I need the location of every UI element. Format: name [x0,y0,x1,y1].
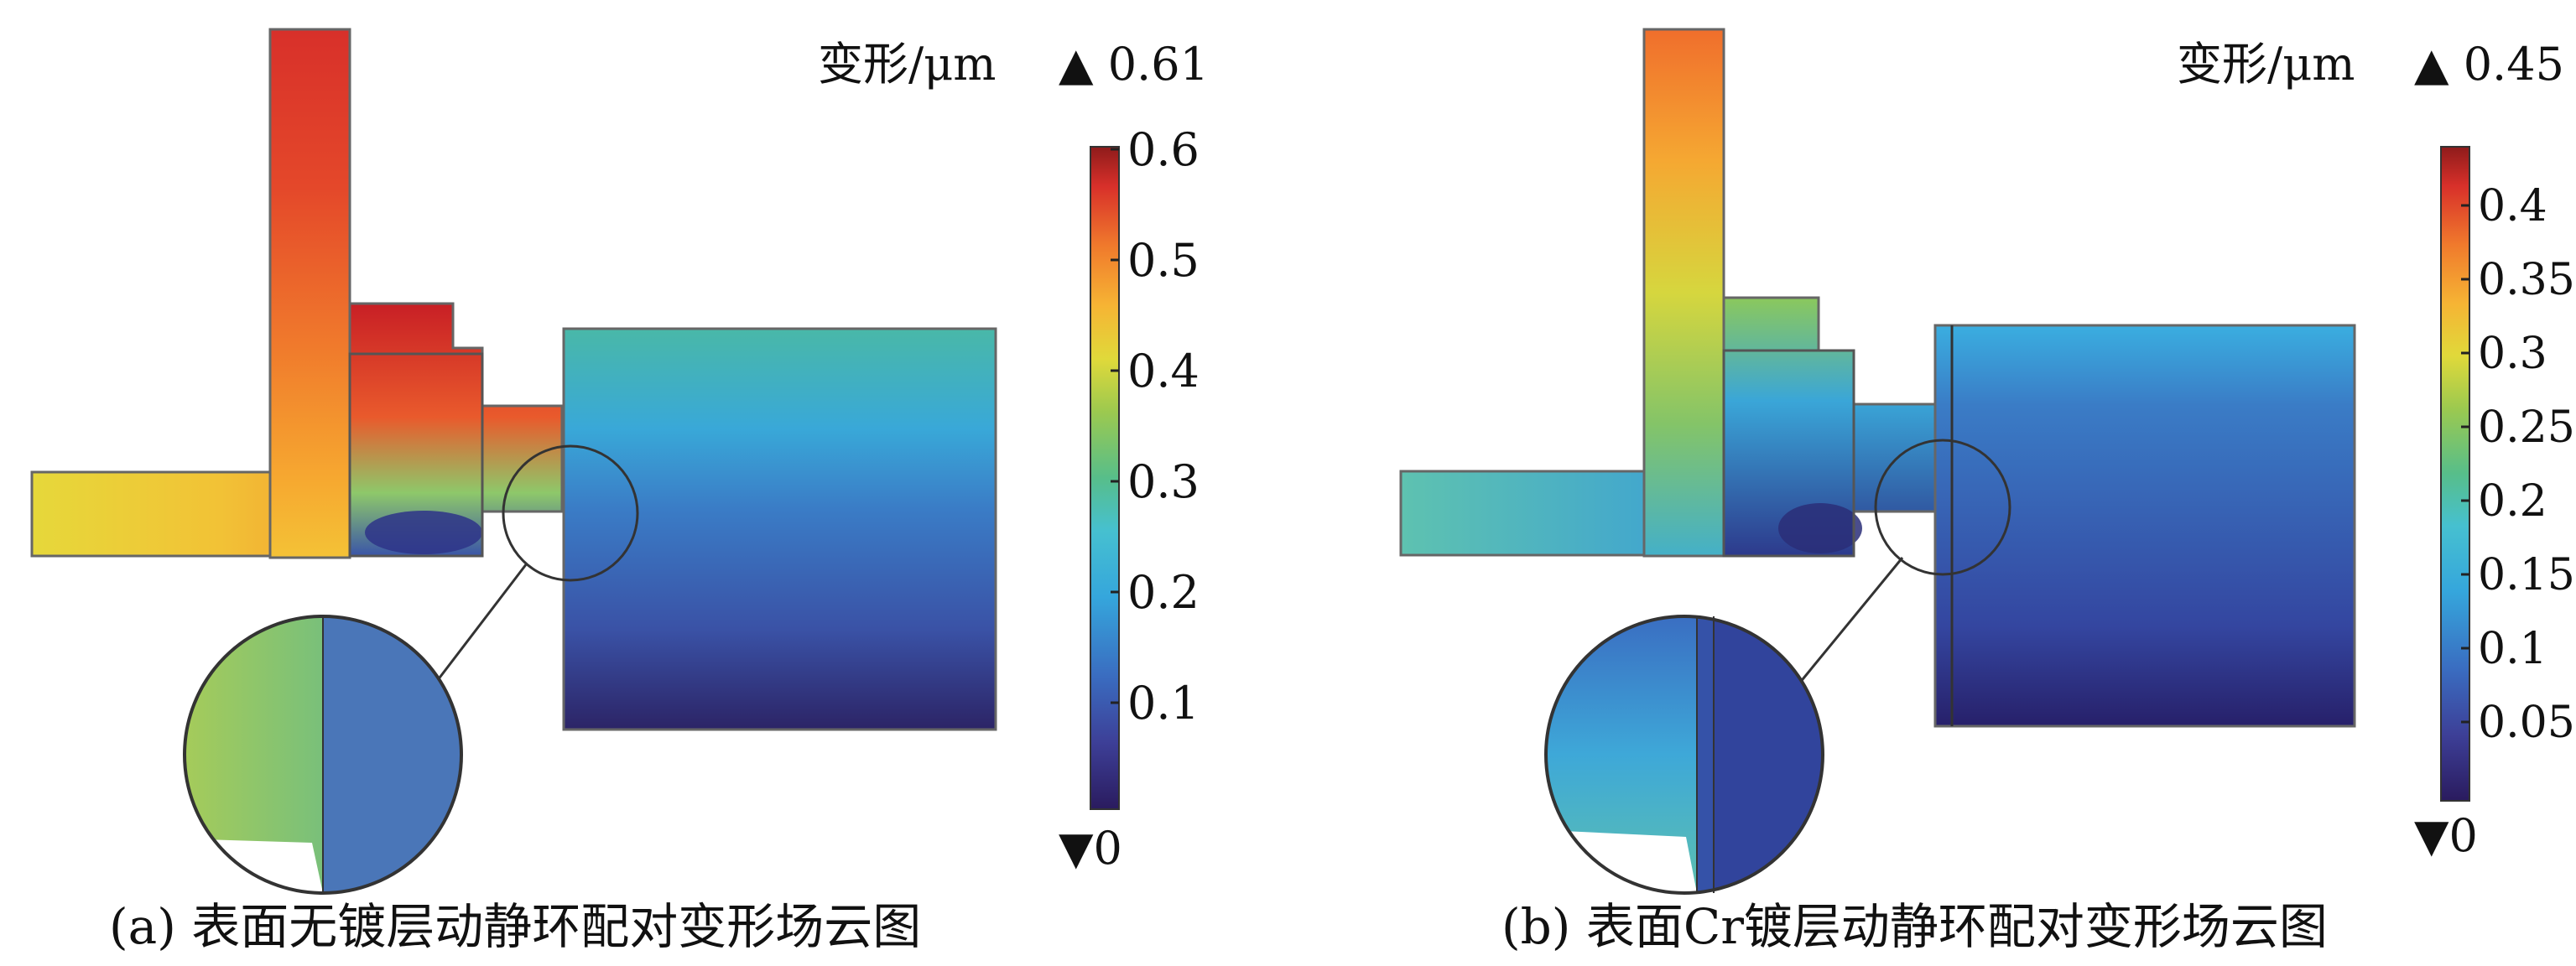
min-value-b: ▼0 [2414,809,2478,862]
unit-label-a: 变形/μm [818,38,997,91]
colorbar-tick-label: 0.1 [2478,624,2547,674]
rotating-ring-column [1642,28,1725,558]
colorbar-tick-label: 0.4 [2478,181,2547,231]
colorbar-b: 变形/μm ▲ 0.45 0.4 0.35 0.3 0.25 0.2 0.15 0.1 0.0… [2177,38,2575,862]
colorbar-tick-label: 0.2 [1127,566,1200,619]
rotating-ring-column [268,28,351,559]
caption-b: (b) 表面Cr镀层动静环配对变形场云图 [1501,898,2328,955]
panel-b: 变形/μm ▲ 0.45 0.4 0.35 0.3 0.25 0.2 0.15 0.1 0.0… [1399,28,2575,895]
colorbar-tick-label: 0.35 [2478,255,2575,305]
colorbar-a-bar [1090,146,1120,810]
colorbar-tick-label: 0.3 [1127,455,1200,508]
unit-label-b: 变形/μm [2177,38,2355,91]
colorbar-tick-label: 0.3 [2478,329,2547,379]
caption-a: (a) 表面无镀层动静环配对变形场云图 [109,898,922,955]
max-value-a: ▲ 0.61 [1059,38,1209,91]
colorbar-tick-label: 0.5 [1127,234,1200,287]
zoom-marker-circle [1874,439,2011,576]
colorbar-tick-label: 0.2 [2478,476,2547,527]
colorbar-b-bar [2440,146,2470,802]
colorbar-tick-label: 0.6 [1127,123,1200,176]
colorbar-tick-label: 0.4 [1127,345,1200,397]
inner-step-outline [348,352,484,558]
min-value-a: ▼0 [1059,822,1122,875]
inner-step-outline [1722,349,1855,558]
colorbar-a: 变形/μm ▲ 0.61 0.6 0.5 0.4 0.3 0.2 0.1 ▼0 [818,38,1209,875]
panel-b-model [1399,28,2356,895]
zoom-leader-line [1798,557,1904,684]
low-deformation-region [1778,503,1862,553]
zoom-marker-circle [502,444,639,582]
colorbar-b-ticks: 0.4 0.35 0.3 0.25 0.2 0.15 0.1 0.05 [2461,181,2575,748]
stationary-ring [562,327,997,731]
colorbar-a-ticks: 0.6 0.5 0.4 0.3 0.2 0.1 [1111,123,1200,730]
colorbar-tick-label: 0.15 [2478,550,2575,600]
low-deformation-region [365,511,482,554]
max-value-b: ▲ 0.45 [2414,38,2564,91]
colorbar-tick-label: 0.25 [2478,402,2575,453]
stationary-ring [1933,324,2356,728]
colorbar-tick-label: 0.05 [2478,698,2575,748]
panel-a: 变形/μm ▲ 0.61 0.6 0.5 0.4 0.3 0.2 0.1 ▼0 [30,28,1209,895]
panel-a-model [30,28,997,895]
zoom-leader-line [430,563,528,688]
colorbar-tick-label: 0.1 [1127,677,1200,730]
